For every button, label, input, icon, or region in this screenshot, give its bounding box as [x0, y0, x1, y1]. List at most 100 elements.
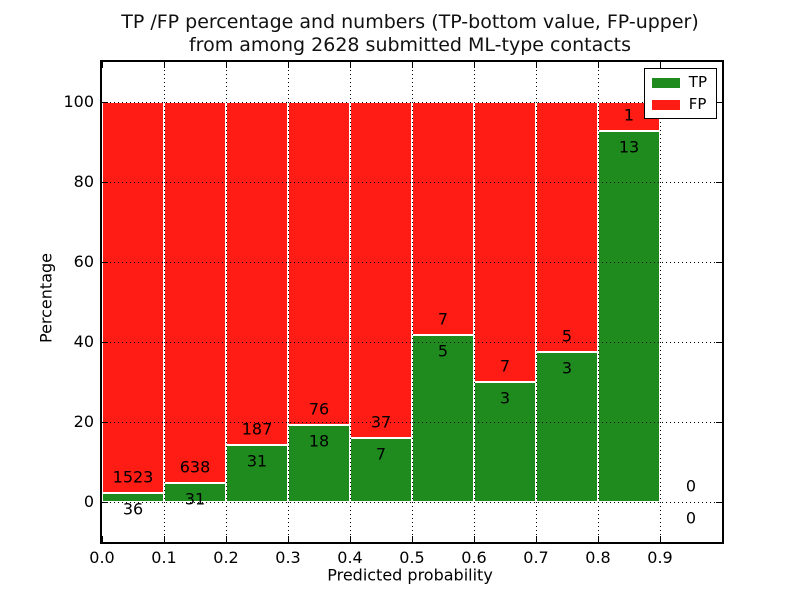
x-gridline — [164, 62, 165, 542]
plot-area: TP FP 1523 36 638 31 187 31 76 18 37 7 7 5 7 3 5 3 1 13 0 0… — [63, 60, 724, 567]
x-tick-mark-top — [535, 62, 537, 68]
fp-count-label: 5 — [561, 326, 573, 346]
x-gridline — [474, 62, 475, 542]
y-tick-label: 0 — [83, 492, 94, 511]
x-tick-label: 0.1 — [151, 548, 177, 567]
y-tick-mark-right — [716, 421, 722, 423]
y-tick-mark-right — [716, 101, 722, 103]
tp-count-label: 3 — [499, 388, 511, 408]
fp-bar-segment — [288, 102, 350, 426]
tp-count-label: 13 — [618, 137, 640, 157]
fp-count-label: 0 — [685, 476, 697, 496]
y-tick-label: 40 — [73, 332, 94, 351]
tp-bar-segment — [102, 492, 164, 502]
legend: TP FP — [643, 68, 717, 119]
x-gridline — [660, 62, 661, 542]
fp-count-label: 1523 — [112, 467, 154, 487]
x-tick-mark — [349, 536, 351, 542]
x-gridline — [598, 62, 599, 542]
tp-count-label: 0 — [685, 508, 697, 528]
fp-count-label: 638 — [179, 457, 211, 477]
y-tick-label: 20 — [73, 412, 94, 431]
tp-bar-segment — [226, 445, 288, 502]
fp-bar-segment — [474, 102, 536, 382]
tp-count-label: 31 — [246, 451, 268, 471]
y-tick-mark-right — [716, 341, 722, 343]
tp-swatch-icon — [651, 77, 680, 88]
x-tick-mark-top — [349, 62, 351, 68]
x-tick-label: 0.4 — [337, 548, 363, 567]
legend-label-fp: FP — [688, 95, 707, 113]
x-axis-label: Predicted probability — [327, 565, 493, 585]
fp-count-label: 76 — [308, 399, 330, 419]
fp-swatch-icon — [651, 99, 680, 110]
tp-count-label: 5 — [437, 341, 449, 361]
fp-count-label: 7 — [437, 309, 449, 329]
y-tick-mark — [102, 501, 108, 503]
x-gridline — [412, 62, 413, 542]
x-tick-mark — [287, 536, 289, 542]
y-tick-mark — [102, 101, 108, 103]
x-gridline — [350, 62, 351, 542]
y-tick-mark-right — [716, 181, 722, 183]
x-tick-label: 0.9 — [647, 548, 673, 567]
x-gridline — [288, 62, 289, 542]
fp-bar-segment — [350, 102, 412, 439]
legend-entry-tp: TP — [651, 73, 707, 91]
x-tick-mark — [411, 536, 413, 542]
x-tick-label: 0.2 — [213, 548, 239, 567]
chart-title-line1: TP /FP percentage and numbers (TP-bottom… — [121, 11, 699, 33]
x-tick-mark — [101, 536, 103, 542]
x-tick-mark — [659, 536, 661, 542]
fp-bar-segment — [164, 102, 226, 484]
x-tick-mark-top — [597, 62, 599, 68]
tp-count-label: 3 — [561, 358, 573, 378]
x-tick-label: 0.6 — [461, 548, 487, 567]
x-gridline — [226, 62, 227, 542]
tp-count-label: 7 — [375, 444, 387, 464]
x-tick-mark — [225, 536, 227, 542]
fp-bar-segment — [226, 102, 288, 446]
x-tick-mark — [597, 536, 599, 542]
x-tick-mark-top — [473, 62, 475, 68]
x-tick-mark — [163, 536, 165, 542]
y-tick-mark — [102, 341, 108, 343]
x-tick-mark-top — [163, 62, 165, 68]
fp-count-label: 7 — [499, 356, 511, 376]
tp-count-label: 31 — [184, 489, 206, 509]
fp-count-label: 1 — [623, 105, 635, 125]
y-tick-label: 100 — [63, 92, 94, 111]
x-tick-label: 0.8 — [585, 548, 611, 567]
fp-bar-segment — [412, 102, 474, 336]
y-tick-mark — [102, 261, 108, 263]
fp-count-label: 37 — [370, 412, 392, 432]
tp-count-label: 18 — [308, 431, 330, 451]
x-tick-mark-top — [101, 62, 103, 68]
y-tick-mark — [102, 181, 108, 183]
chart-title: TP /FP percentage and numbers (TP-bottom… — [100, 11, 720, 57]
legend-entry-fp: FP — [651, 95, 707, 113]
y-tick-mark-right — [716, 501, 722, 503]
x-tick-label: 0.5 — [399, 548, 425, 567]
tp-bar-segment — [288, 425, 350, 502]
x-tick-label: 0.7 — [523, 548, 549, 567]
legend-label-tp: TP — [688, 73, 707, 91]
x-tick-mark — [473, 536, 475, 542]
x-tick-mark-top — [225, 62, 227, 68]
x-tick-label: 0.0 — [89, 548, 115, 567]
tp-bar-segment — [598, 130, 660, 502]
x-tick-mark-top — [287, 62, 289, 68]
x-tick-mark-top — [411, 62, 413, 68]
y-tick-mark-right — [716, 261, 722, 263]
x-tick-mark-top — [659, 62, 661, 68]
chart-title-line2: from among 2628 submitted ML-type contac… — [188, 34, 632, 56]
y-tick-label: 60 — [73, 252, 94, 271]
y-tick-label: 80 — [73, 172, 94, 191]
x-tick-mark — [535, 536, 537, 542]
fp-bar-segment — [536, 102, 598, 352]
fp-bar-segment — [102, 102, 164, 493]
fp-count-label: 187 — [241, 419, 273, 439]
tp-count-label: 36 — [122, 499, 144, 519]
x-gridline — [536, 62, 537, 542]
